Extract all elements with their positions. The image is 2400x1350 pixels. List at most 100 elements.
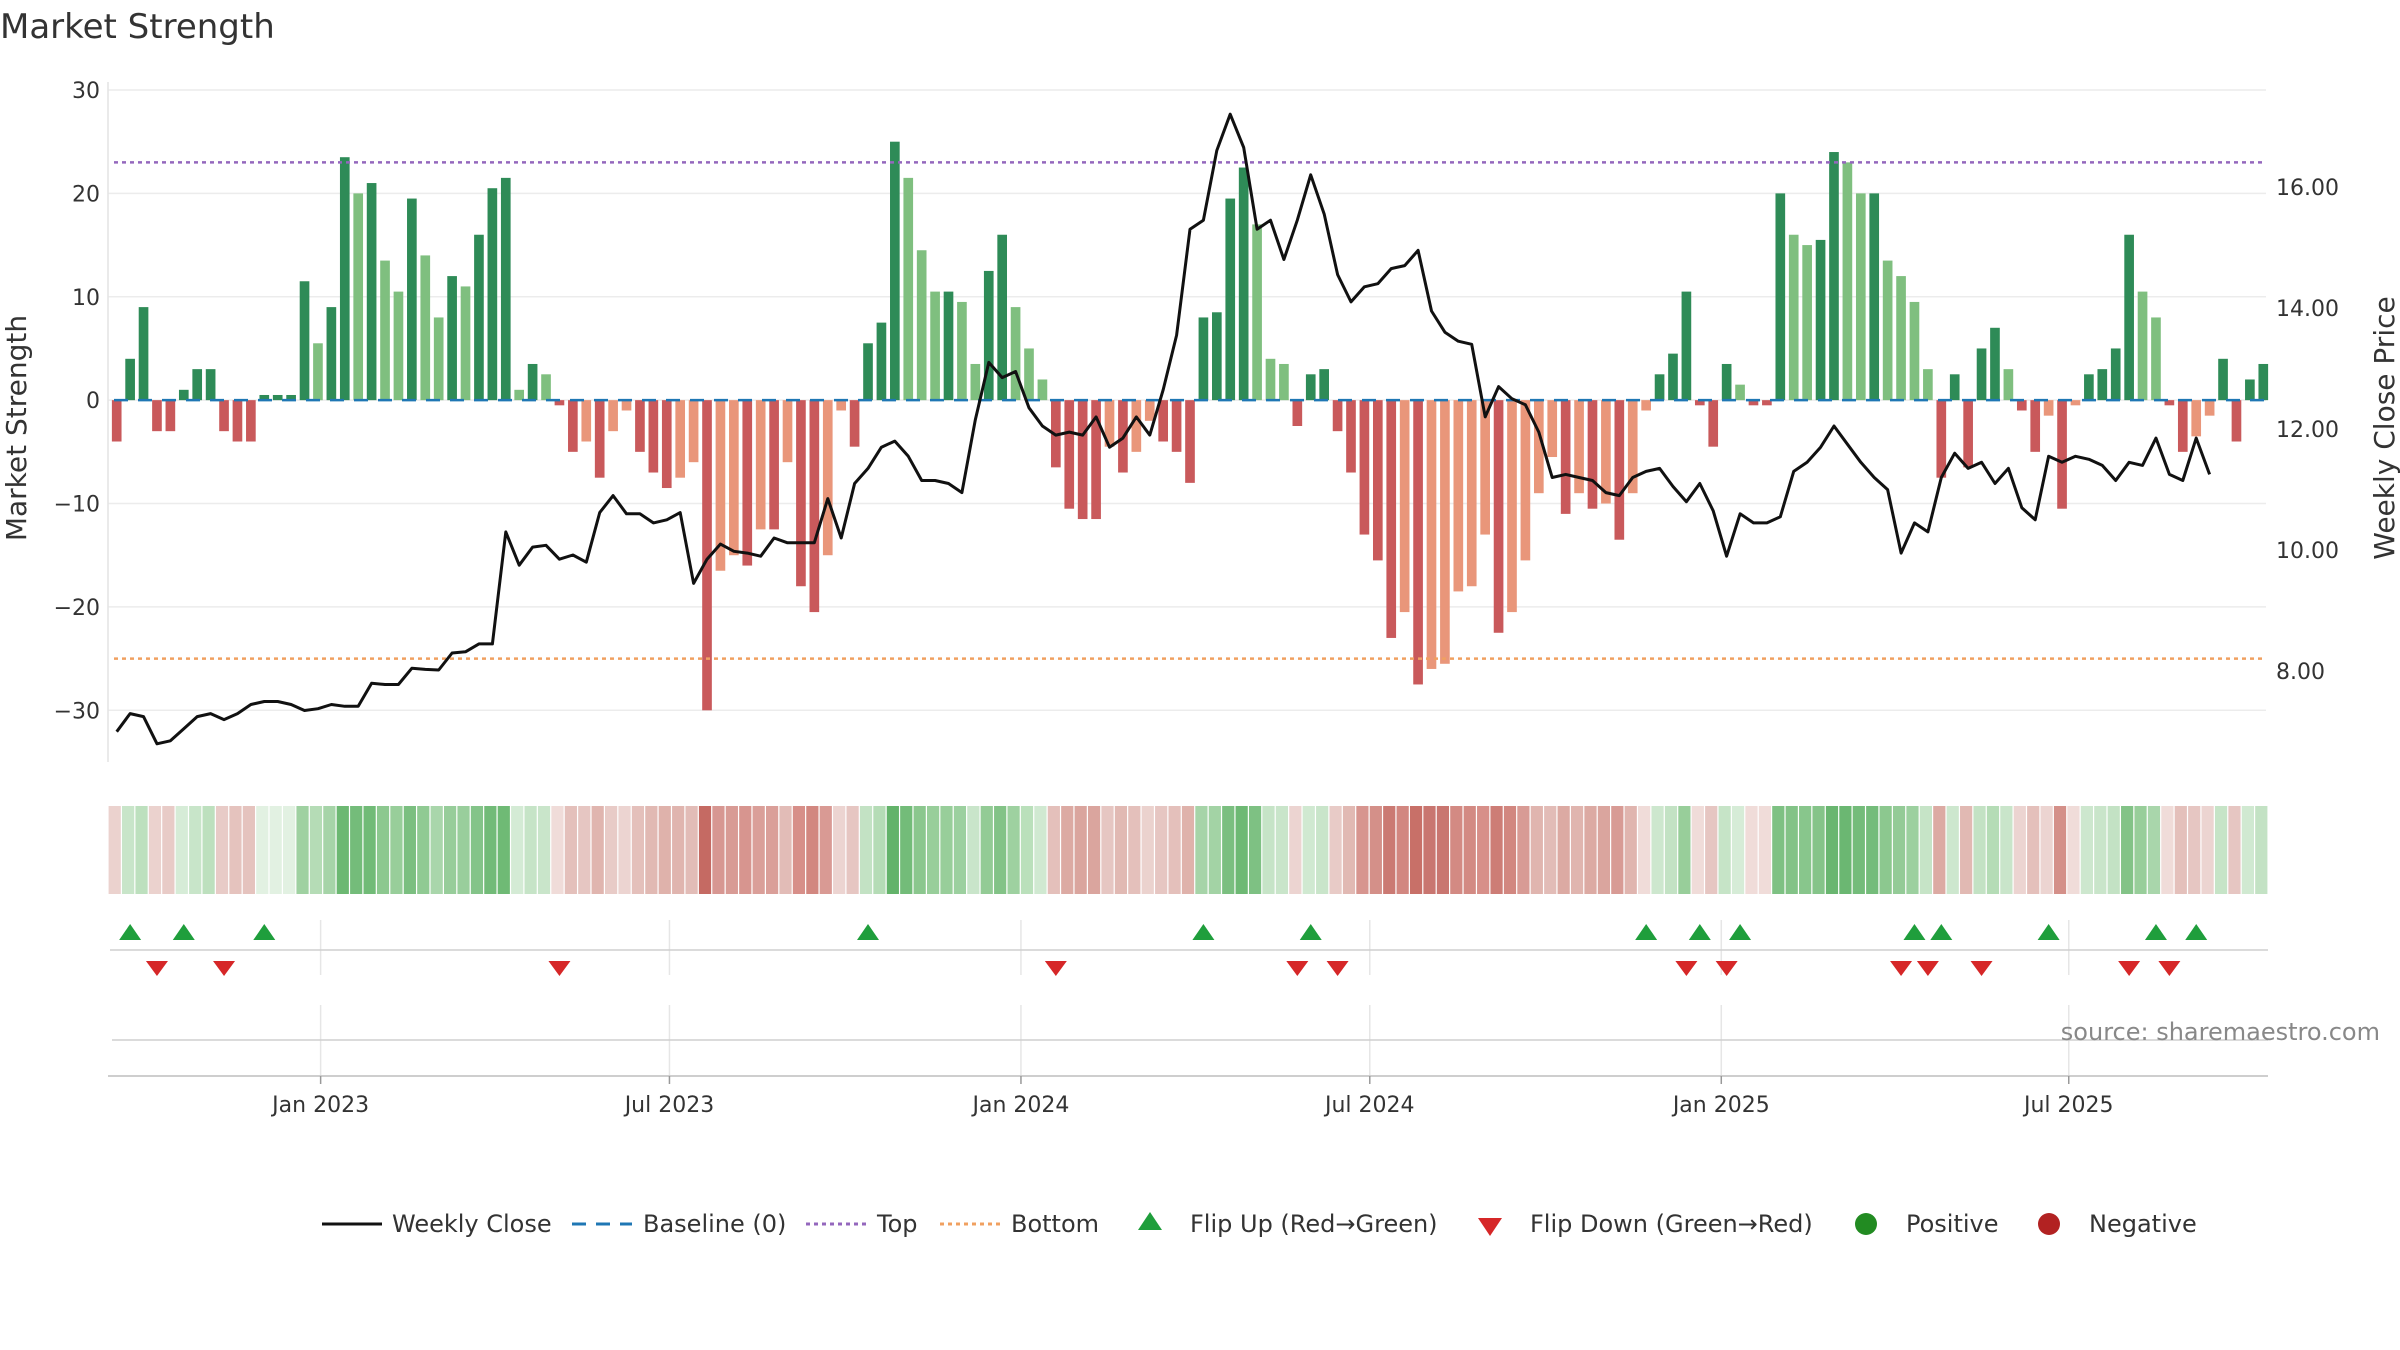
strip-cell xyxy=(1423,806,1436,894)
strip-cell xyxy=(148,806,162,894)
strip-cell xyxy=(551,806,564,894)
strength-bar xyxy=(1762,400,1772,406)
strip-cell xyxy=(1664,806,1678,894)
strength-bar xyxy=(1614,400,1625,540)
strip-cell xyxy=(792,806,806,894)
strength-bar xyxy=(943,291,954,401)
source-credit: source: sharemaestro.com xyxy=(2061,1018,2380,1046)
lower-panel xyxy=(108,1039,2268,1077)
flip-down-marker xyxy=(1286,961,1309,976)
flip-down-marker xyxy=(1970,961,1993,976)
strength-bar xyxy=(1413,400,1423,685)
strip-cell xyxy=(1892,806,1906,894)
strength-bar xyxy=(1936,400,1947,478)
strip-cell xyxy=(1651,806,1664,894)
strip-cell xyxy=(1007,806,1020,894)
strip-cell xyxy=(1530,806,1543,894)
strip-cell xyxy=(457,806,470,894)
legend-swatch-flip-down xyxy=(1478,1218,1502,1236)
strip-cell xyxy=(256,806,269,894)
strength-bar xyxy=(474,234,484,401)
strength-bar xyxy=(1493,400,1504,633)
strength-bar xyxy=(1372,400,1383,561)
strength-bar xyxy=(581,400,592,442)
strength-bar xyxy=(380,260,390,401)
strip-cell xyxy=(1557,806,1570,894)
strength-bar xyxy=(138,307,149,401)
strength-bar xyxy=(152,400,162,432)
strip-cell xyxy=(1168,806,1181,894)
legend-label: Weekly Close xyxy=(392,1210,552,1238)
strip-cell xyxy=(900,806,913,894)
strip-cell xyxy=(873,806,886,894)
strip-cell xyxy=(1785,806,1798,894)
legend-label: Negative xyxy=(2089,1210,2197,1238)
strip-cell xyxy=(336,806,349,894)
strip-cell xyxy=(591,806,604,894)
strength-bar xyxy=(1091,400,1101,520)
strength-bar xyxy=(232,400,243,442)
strip-cell xyxy=(604,806,618,894)
strength-bar xyxy=(635,400,645,452)
strip-cell xyxy=(2027,806,2040,894)
strength-bar xyxy=(246,400,256,442)
strip-cell xyxy=(752,806,765,894)
strip-cell xyxy=(135,806,148,894)
strength-bar xyxy=(1305,374,1316,401)
strength-bar xyxy=(983,270,994,401)
strength-bar xyxy=(2043,400,2054,416)
strip-cell xyxy=(1101,806,1114,894)
strength-bar xyxy=(366,183,377,401)
legend-swatch-negative xyxy=(2038,1213,2060,1235)
strength-bar xyxy=(661,400,672,489)
strip-cell xyxy=(1020,806,1034,894)
strip-cell xyxy=(430,806,443,894)
strip-cell xyxy=(1691,806,1704,894)
strip-cell xyxy=(2094,806,2107,894)
strip-cell xyxy=(1731,806,1745,894)
strip-cell xyxy=(108,806,121,894)
strip-cell xyxy=(2147,806,2161,894)
strip-cell xyxy=(1906,806,1919,894)
strength-bars xyxy=(111,141,2269,711)
strip-cell xyxy=(725,806,738,894)
strength-bar xyxy=(487,188,498,401)
strength-bar xyxy=(1466,400,1477,587)
strip-cell xyxy=(1960,806,1973,894)
reference-lines xyxy=(114,161,2266,660)
strip-cell xyxy=(2040,806,2053,894)
flip-down-marker xyxy=(1044,961,1067,976)
strength-bar xyxy=(1319,369,1329,401)
x-tick-label: Jul 2023 xyxy=(623,1093,715,1118)
strip-cell xyxy=(2188,806,2201,894)
strip-cell xyxy=(967,806,980,894)
strip-cell xyxy=(390,806,403,894)
strip-cell xyxy=(1799,806,1812,894)
strip-cell xyxy=(1678,806,1691,894)
strength-bar xyxy=(259,394,270,401)
flip-up-marker xyxy=(172,924,195,940)
strip-cell xyxy=(2161,806,2174,894)
strip-cell xyxy=(1436,806,1450,894)
flip-down-marker xyxy=(548,961,571,976)
strip-cell xyxy=(215,806,229,894)
x-tick-label: Jul 2024 xyxy=(1323,1093,1415,1118)
legend-label: Baseline (0) xyxy=(643,1210,786,1238)
strength-bar xyxy=(192,369,203,401)
strip-cell xyxy=(1919,806,1932,894)
y-tick-label: −10 xyxy=(54,493,100,518)
strip-cell xyxy=(1624,806,1637,894)
strip-cell xyxy=(1383,806,1396,894)
y2-tick-label: 12.00 xyxy=(2276,418,2339,443)
strip-cell xyxy=(833,806,846,894)
strength-bar xyxy=(769,400,779,530)
strength-bar xyxy=(1601,400,1611,504)
strip-cell xyxy=(1289,806,1302,894)
chart-title: Market Strength xyxy=(0,7,275,47)
strength-bar xyxy=(1627,400,1638,494)
strip-cell xyxy=(376,806,390,894)
strip-cell xyxy=(1718,806,1731,894)
strip-cell xyxy=(1409,806,1423,894)
y-tick-label: 30 xyxy=(72,79,100,104)
